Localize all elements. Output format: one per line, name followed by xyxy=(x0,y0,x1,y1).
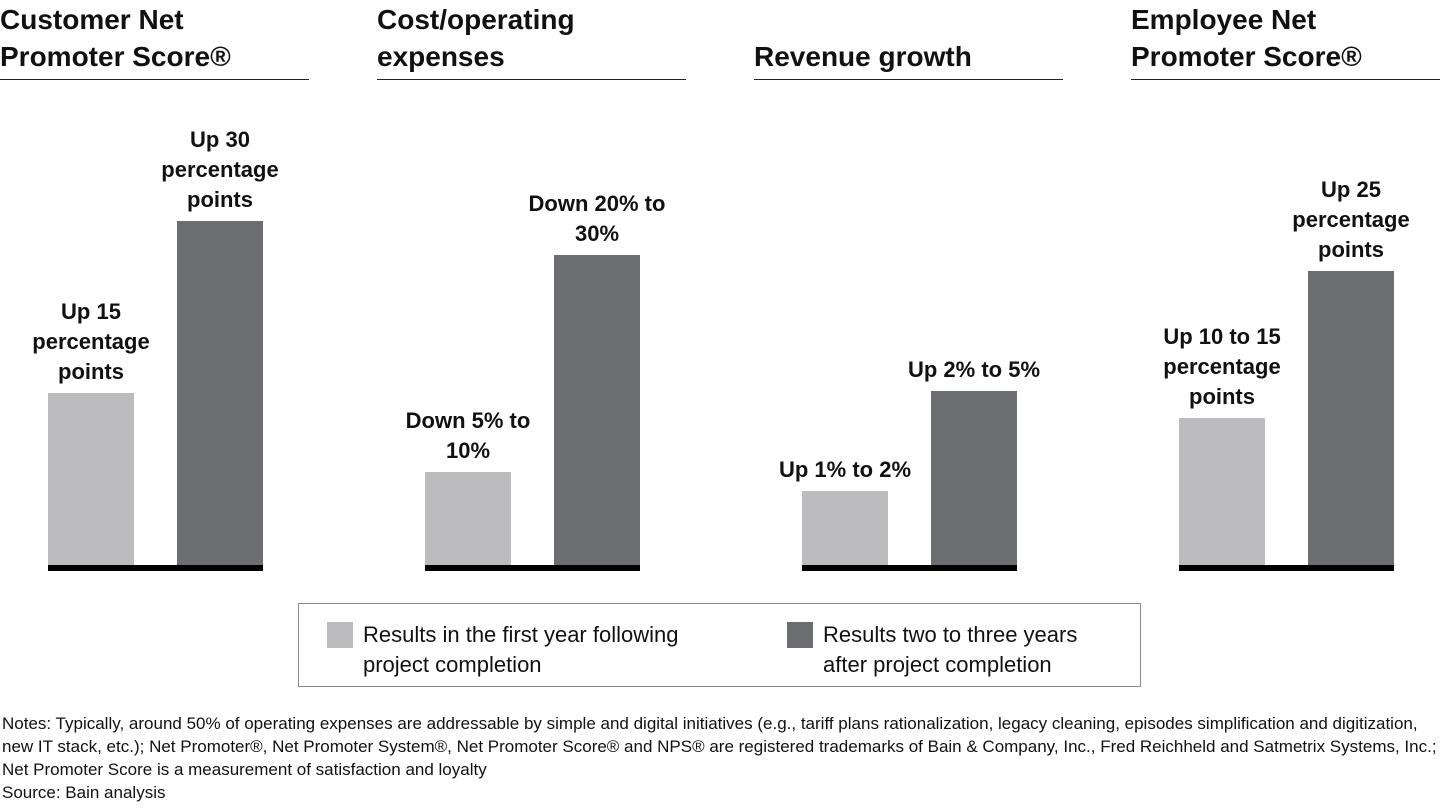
legend-swatch xyxy=(327,622,353,648)
bar xyxy=(931,391,1017,565)
legend-label: Results in the first year following proj… xyxy=(363,622,679,677)
bar xyxy=(48,393,134,565)
data-label: Down 20% to 30% xyxy=(528,190,666,246)
data-label: Up 30 percentage points xyxy=(161,127,279,213)
baseline xyxy=(425,565,640,571)
bar xyxy=(802,490,888,565)
legend-item: Results in the first year following proj… xyxy=(327,620,707,680)
baseline xyxy=(48,565,263,571)
bar xyxy=(1179,417,1265,565)
legend: Results in the first year following proj… xyxy=(298,603,1141,687)
data-label: Up 1% to 2% xyxy=(778,456,912,482)
chart-title: Customer Net Promoter Score® xyxy=(0,0,309,80)
notes: Notes: Typically, around 50% of operatin… xyxy=(2,714,1437,779)
data-label: Up 10 to 15 percentage points xyxy=(1163,323,1281,409)
chart-panel: Cost/operating expenses Down 5% to 10% Dow… xyxy=(377,0,686,580)
chart-panel: Employee Net Promoter Score® Up 10 to 15 … xyxy=(1131,0,1440,580)
data-label: Up 15 percentage points xyxy=(32,299,150,385)
data-label: Up 25 percentage points xyxy=(1292,176,1410,262)
notes-block: Notes: Typically, around 50% of operatin… xyxy=(2,712,1438,804)
bar xyxy=(1308,270,1394,565)
chart-title: Cost/operating expenses xyxy=(377,0,686,80)
chart-title: Employee Net Promoter Score® xyxy=(1131,0,1440,80)
chart-panel: Customer Net Promoter Score® Up 15 percen… xyxy=(0,0,309,580)
chart-title: Revenue growth xyxy=(754,0,1063,80)
bar xyxy=(425,471,511,565)
legend-swatch xyxy=(787,622,813,648)
legend-label: Results two to three years after project… xyxy=(823,622,1078,677)
chart-panel: Revenue growth Up 1% to 2% Up 2% to 5% xyxy=(754,0,1063,580)
data-label: Down 5% to 10% xyxy=(405,407,531,463)
data-label: Up 2% to 5% xyxy=(907,357,1041,383)
bar xyxy=(554,254,640,565)
baseline xyxy=(1179,565,1394,571)
bar xyxy=(177,221,263,565)
baseline xyxy=(802,565,1017,571)
legend-item: Results two to three years after project… xyxy=(787,620,1107,680)
source: Source: Bain analysis xyxy=(2,783,166,802)
